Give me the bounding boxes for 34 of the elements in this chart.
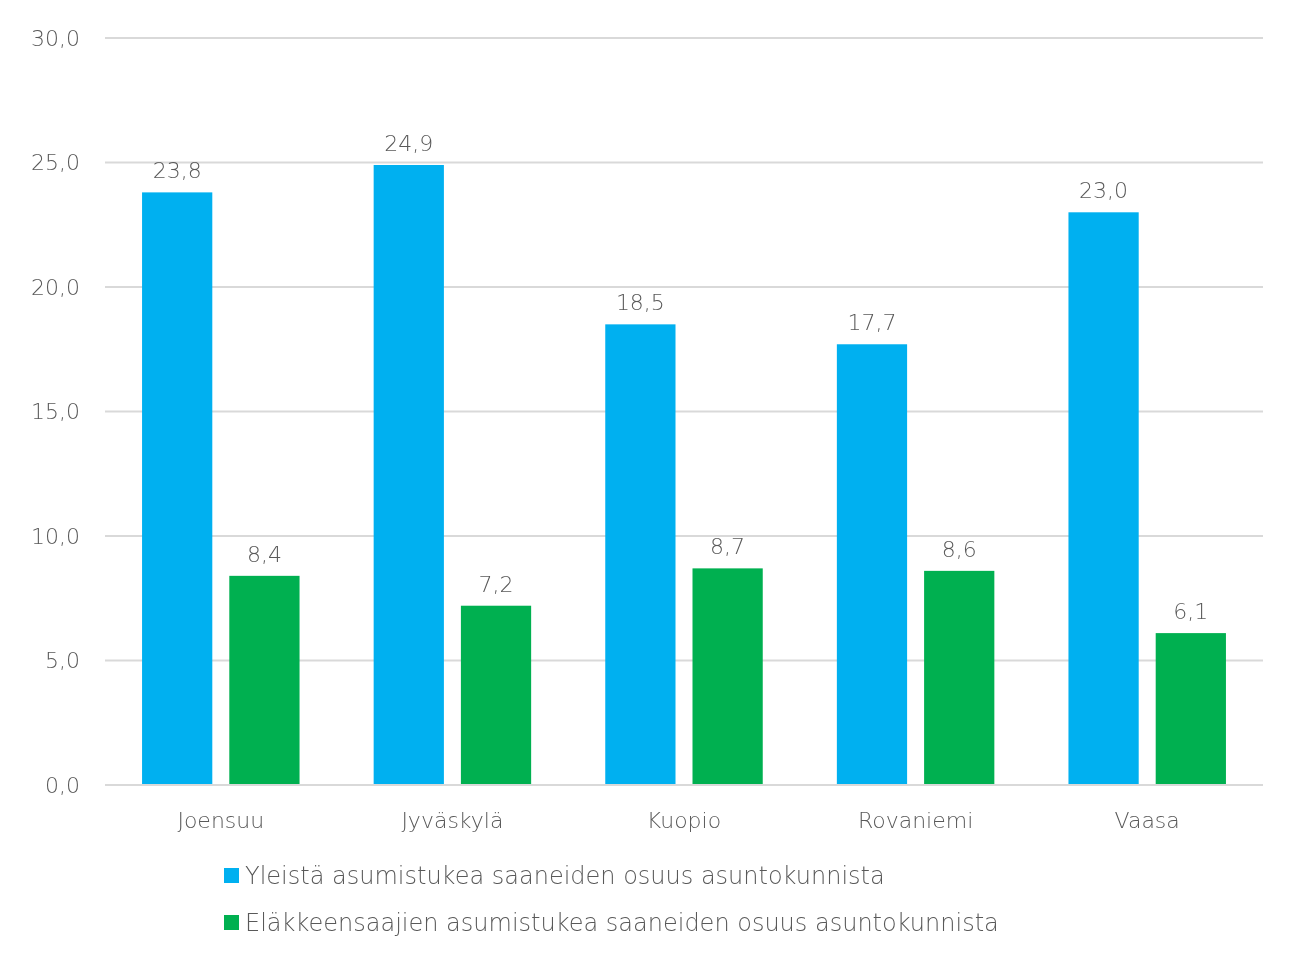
y-tick-label: 15,0: [31, 399, 80, 425]
data-label: 23,8: [152, 158, 202, 184]
data-label: 17,7: [847, 310, 897, 336]
bar: [692, 568, 763, 785]
x-tick-label: Joensuu: [177, 808, 265, 833]
y-tick-label: 20,0: [31, 274, 80, 300]
data-label: 8,4: [246, 541, 282, 567]
x-tick-label: Jyväskylä: [401, 808, 504, 833]
y-tick-label: 10,0: [31, 523, 80, 549]
y-tick-label: 5,0: [45, 648, 80, 674]
x-tick-label: Kuopio: [646, 808, 722, 833]
y-tick-label: 0,0: [45, 772, 80, 798]
data-label: 7,2: [478, 571, 514, 597]
bar: [605, 324, 676, 785]
y-tick-label: 30,0: [31, 25, 80, 51]
bar: [1068, 212, 1139, 785]
bar: [142, 192, 213, 785]
bar: [836, 344, 908, 785]
data-label: 18,5: [615, 290, 665, 316]
data-label: 24,9: [384, 130, 434, 156]
bar: [229, 575, 300, 785]
data-label: 23,0: [1079, 178, 1129, 204]
legend-label: Eläkkeensaajien asumistukea saaneiden osuus asuntokunnista: [245, 909, 999, 938]
bar: [924, 570, 995, 785]
x-tick-label: Vaasa: [1114, 808, 1180, 833]
bar: [1155, 633, 1226, 785]
data-label: 8,7: [710, 534, 746, 560]
legend-label: Yleistä asumistukea saaneiden osuus asuntokunnista: [245, 862, 885, 891]
x-tick-label: Rovaniemi: [857, 808, 974, 833]
bar: [460, 605, 532, 785]
data-label: 8,6: [941, 536, 977, 562]
y-tick-label: 25,0: [31, 150, 80, 176]
data-label: 6,1: [1173, 599, 1209, 625]
bar: [373, 164, 444, 785]
